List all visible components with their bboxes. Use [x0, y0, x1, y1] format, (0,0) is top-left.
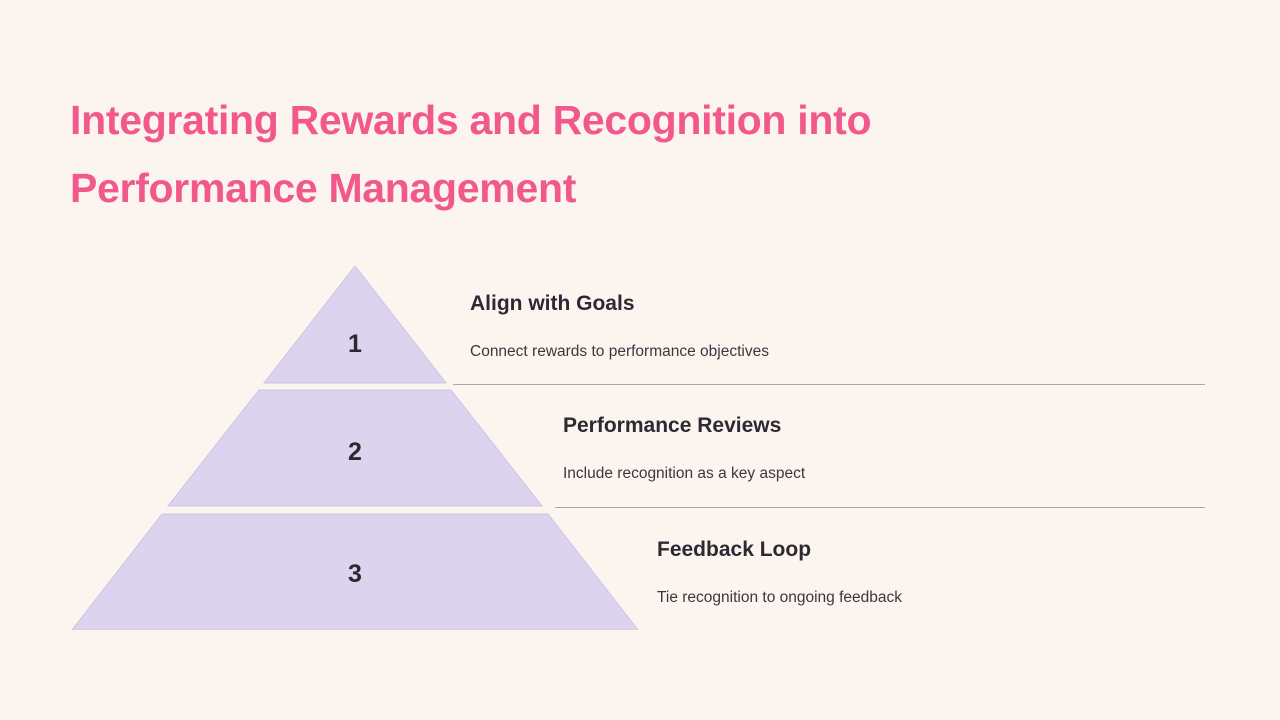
- level-2-text-block: Performance Reviews Include recognition …: [563, 412, 805, 483]
- pyramid-graphic: 1 2 3: [72, 266, 638, 630]
- level-2-heading: Performance Reviews: [563, 414, 782, 437]
- pyramid-level-1-shape: [262, 266, 448, 384]
- divider-after-level-2: [555, 507, 1205, 508]
- pyramid-level-2-number: 2: [348, 438, 362, 466]
- pyramid-level-1-number: 1: [348, 330, 362, 358]
- level-1-description: Connect rewards to performance objective…: [470, 343, 769, 360]
- level-1-heading: Align with Goals: [470, 292, 635, 315]
- level-3-description: Tie recognition to ongoing feedback: [657, 589, 903, 606]
- divider-after-level-1: [453, 384, 1205, 385]
- pyramid-level-2-shape: [166, 389, 544, 507]
- level-3-text-block: Feedback Loop Tie recognition to ongoing…: [657, 536, 902, 607]
- pyramid-level-3-shape: [72, 513, 638, 630]
- pyramid-level-3-number: 3: [348, 560, 362, 588]
- level-2-description: Include recognition as a key aspect: [563, 465, 806, 482]
- level-1-text-block: Align with Goals Connect rewards to perf…: [470, 290, 769, 361]
- level-3-heading: Feedback Loop: [657, 538, 812, 561]
- slide-title: Integrating Rewards and Recognition into…: [70, 97, 872, 211]
